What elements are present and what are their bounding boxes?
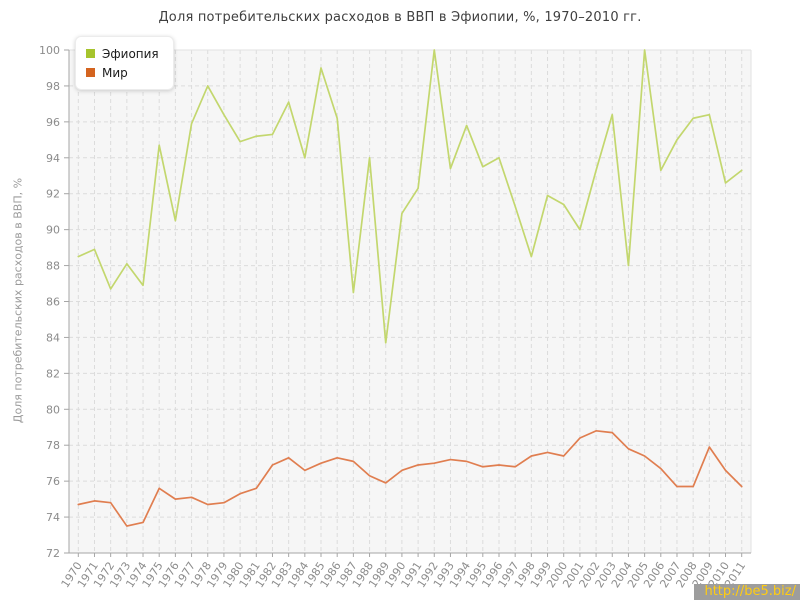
svg-text:90: 90 xyxy=(46,224,60,237)
series-line-ethiopia xyxy=(77,49,743,344)
svg-text:94: 94 xyxy=(46,152,60,165)
x-tick-labels: 1970197119721973197419751976197719781979… xyxy=(59,560,749,591)
y-axis xyxy=(64,49,70,554)
gridlines xyxy=(69,49,751,553)
plot-border xyxy=(69,49,752,553)
svg-text:74: 74 xyxy=(46,511,60,524)
y-tick-labels: 72 74 76 78 80 82 84 86 88 90 92 94 96 98 100 xyxy=(39,44,60,560)
plot-background xyxy=(69,50,751,553)
svg-text:98: 98 xyxy=(46,80,60,93)
svg-text:96: 96 xyxy=(46,116,60,129)
svg-text:84: 84 xyxy=(46,331,60,344)
legend: Эфиопия Мир xyxy=(75,36,174,90)
x-axis xyxy=(69,552,751,557)
legend-item-ethiopia: Эфиопия xyxy=(86,44,159,63)
svg-text:76: 76 xyxy=(46,475,60,488)
svg-text:92: 92 xyxy=(46,188,60,201)
svg-text:88: 88 xyxy=(46,260,60,273)
legend-label-world: Мир xyxy=(102,65,128,80)
svg-text:82: 82 xyxy=(46,367,60,380)
svg-text:86: 86 xyxy=(46,296,60,309)
legend-swatch-world xyxy=(86,68,95,77)
svg-text:78: 78 xyxy=(46,439,60,452)
legend-item-world: Мир xyxy=(86,63,159,82)
svg-text:72: 72 xyxy=(46,547,60,560)
series-line-world xyxy=(77,429,743,527)
y-axis-title: Доля потребительских расходов в ВВП, % xyxy=(11,177,25,424)
legend-swatch-ethiopia xyxy=(86,49,95,58)
svg-text:80: 80 xyxy=(46,403,60,416)
svg-text:100: 100 xyxy=(39,44,60,57)
legend-label-ethiopia: Эфиопия xyxy=(102,46,159,61)
watermark-link[interactable]: http://be5.biz/ xyxy=(694,584,800,600)
chart-title: Доля потребительских расходов в ВВП в Эф… xyxy=(158,10,642,25)
